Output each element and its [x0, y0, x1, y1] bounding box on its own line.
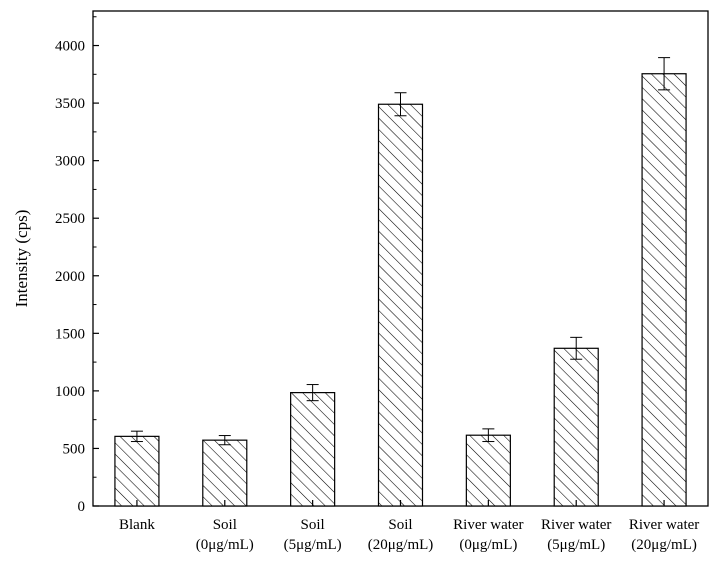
bar [114, 435, 160, 507]
x-tick-label: River water [541, 517, 611, 533]
bar [641, 73, 687, 507]
y-tick-label: 1500 [55, 326, 85, 342]
y-tick-label: 2500 [55, 211, 85, 227]
y-tick-label: 500 [63, 441, 86, 457]
x-tick-label: River water [453, 517, 523, 533]
y-tick-label: 4000 [55, 39, 85, 55]
bar [202, 439, 248, 507]
x-tick-label: Blank [119, 517, 155, 533]
y-tick-label: 3000 [55, 154, 85, 170]
bars [114, 73, 687, 507]
y-axis: 0 500 1000 1500 2000 2500 3000 3500 4000 [55, 16, 99, 515]
bar [377, 103, 424, 507]
x-tick-label-sub: (0μg/mL) [196, 537, 254, 553]
x-tick-label: Soil [388, 517, 412, 533]
y-tick-label: 0 [78, 499, 86, 515]
bar [553, 347, 599, 507]
plot-area: 0 500 1000 1500 2000 2500 3000 3500 4000 Blank So… [55, 10, 709, 553]
x-tick-label-sub: (5μg/mL) [547, 537, 605, 553]
x-tick-label-sub: (20μg/mL) [368, 537, 434, 553]
x-tick-label-sub: (20μg/mL) [631, 537, 697, 553]
x-tick-label-sub: (5μg/mL) [284, 537, 342, 553]
x-tick-label-sub: (0μg/mL) [459, 537, 517, 553]
error-bars [130, 57, 671, 446]
y-tick-label: 1000 [55, 384, 85, 400]
y-tick-label: 2000 [55, 269, 85, 285]
bar [465, 434, 511, 507]
x-tick-label: Soil [213, 517, 237, 533]
x-axis: Blank Soil (0μg/mL) Soil (5μg/mL) Soil (20μg/m… [119, 500, 699, 553]
y-tick-label: 3500 [55, 96, 85, 112]
bar [290, 392, 336, 507]
x-tick-label: River water [629, 517, 699, 533]
x-tick-label: Soil [301, 517, 325, 533]
y-axis-title: Intensity (cps) [12, 210, 31, 308]
